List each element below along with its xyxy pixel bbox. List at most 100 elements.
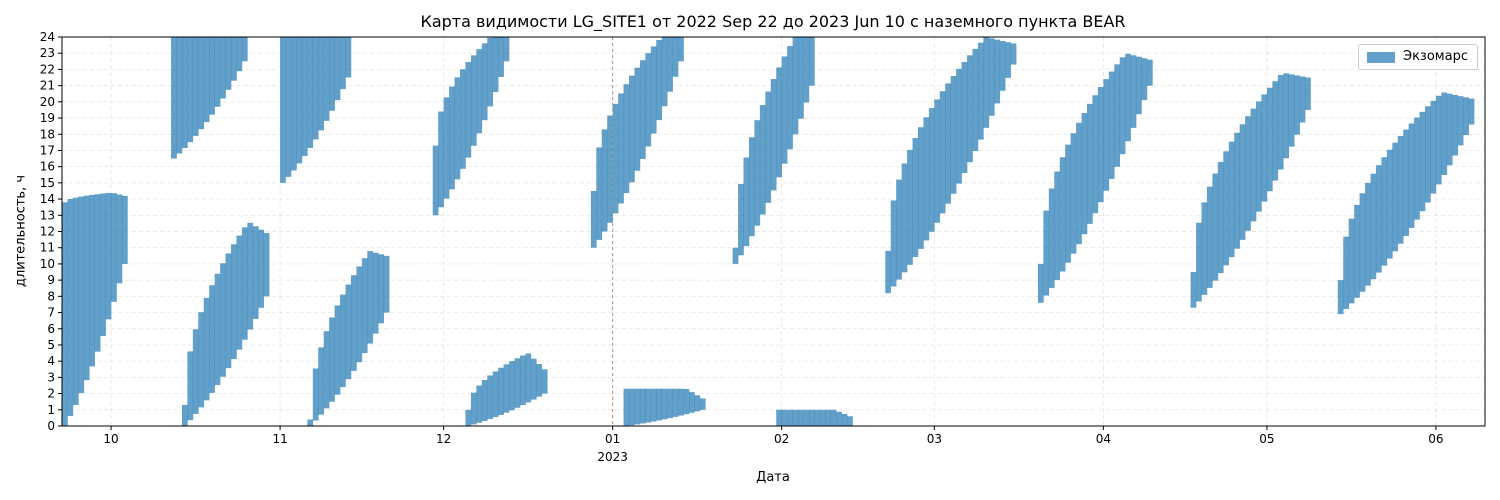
visibility-bar — [1005, 42, 1011, 78]
visibility-bar — [639, 60, 646, 159]
visibility-bar — [792, 409, 799, 426]
visibility-bar — [231, 37, 237, 81]
visibility-bar — [203, 37, 210, 123]
visibility-bar — [83, 195, 90, 381]
visibility-bar — [787, 46, 793, 150]
visibility-bar — [1305, 77, 1311, 110]
visibility-bar — [367, 251, 374, 344]
visibility-bar — [1370, 173, 1377, 280]
visibility-bar — [765, 91, 772, 203]
visibility-bar — [1272, 81, 1279, 181]
visibility-bar — [1408, 123, 1415, 228]
visibility-bar — [329, 317, 335, 402]
visibility-bar — [198, 312, 205, 408]
visibility-bar — [1337, 280, 1344, 315]
visibility-bar — [661, 37, 668, 107]
visibility-bar — [487, 37, 494, 107]
x-tick-label: 02 — [774, 432, 789, 446]
visibility-bar — [748, 137, 755, 237]
visibility-bar — [983, 37, 990, 128]
visibility-bar — [819, 409, 826, 426]
visibility-bar — [808, 37, 815, 86]
visibility-bar — [519, 355, 526, 406]
visibility-bar — [1354, 204, 1360, 298]
visibility-bar — [1234, 132, 1240, 249]
visibility-bar — [340, 37, 346, 90]
visibility-bar — [247, 222, 254, 330]
visibility-bar — [841, 414, 848, 426]
legend-label: Экзомарс — [1403, 49, 1468, 64]
visibility-bar — [634, 388, 641, 425]
visibility-bar — [492, 371, 499, 418]
y-tick-label: 21 — [40, 79, 55, 93]
visibility-bar — [198, 37, 205, 130]
visibility-bar — [1294, 75, 1300, 135]
visibility-bar — [1190, 272, 1197, 308]
visibility-bar — [1081, 113, 1088, 235]
visibility-bar — [678, 37, 684, 62]
visibility-bar — [312, 37, 319, 140]
x-tick-label: 06 — [1428, 432, 1443, 446]
visibility-bar — [503, 364, 510, 413]
visibility-bar — [923, 117, 930, 241]
visibility-bar — [825, 409, 832, 426]
visibility-bar — [688, 392, 695, 413]
visibility-bar — [803, 37, 810, 103]
visibility-bar — [1365, 182, 1371, 286]
visibility-bar — [220, 263, 226, 377]
visibility-bar — [220, 37, 226, 99]
visibility-bar — [503, 37, 510, 62]
visibility-bar — [1266, 87, 1273, 192]
visibility-bar — [781, 409, 788, 426]
visibility-bar — [438, 111, 444, 208]
visibility-bar — [596, 147, 603, 240]
visibility-bar — [296, 37, 303, 164]
visibility-bar — [1261, 94, 1268, 202]
visibility-bar — [667, 37, 673, 92]
visibility-bar — [803, 409, 810, 426]
visibility-bar — [536, 364, 543, 397]
visibility-bar — [770, 79, 777, 191]
visibility-bar — [678, 388, 684, 416]
visibility-bar — [318, 37, 325, 131]
y-tick-label: 18 — [40, 127, 55, 141]
visibility-bar — [116, 194, 123, 284]
legend-swatch — [1367, 52, 1395, 63]
visibility-bar — [1043, 210, 1050, 296]
visibility-bar — [1097, 86, 1104, 203]
visibility-bar — [209, 285, 215, 393]
visibility-bar — [280, 37, 286, 183]
visibility-bar — [1392, 142, 1399, 252]
visibility-bar — [607, 115, 613, 223]
visibility-bar — [1430, 100, 1437, 194]
visibility-bar — [514, 358, 521, 408]
visibility-bar — [590, 190, 597, 248]
visibility-bar — [187, 351, 194, 421]
visibility-bar — [792, 37, 799, 135]
visibility-bar — [601, 129, 608, 232]
visibility-bar — [1136, 56, 1142, 115]
visibility-bar — [1054, 171, 1061, 280]
visibility-bar — [661, 388, 668, 420]
visibility-bar — [808, 409, 815, 426]
visibility-bar — [1419, 111, 1426, 212]
y-tick-label: 14 — [40, 192, 55, 206]
visibility-bar — [176, 37, 183, 154]
x-tick-label: 04 — [1096, 432, 1111, 446]
visibility-bar — [1288, 74, 1295, 147]
visibility-bar — [225, 253, 232, 369]
visibility-bar — [1108, 71, 1115, 179]
visibility-bar — [945, 83, 951, 204]
visibility-bar — [1223, 151, 1230, 266]
x-tick-label: 11 — [272, 432, 287, 446]
visibility-bar — [492, 37, 499, 93]
visibility-bar — [1065, 144, 1071, 263]
visibility-bar — [672, 37, 679, 77]
x-tick-year-label: 2023 — [597, 450, 628, 464]
visibility-bar — [928, 108, 935, 232]
visibility-bar — [476, 385, 483, 423]
visibility-bar — [645, 388, 652, 423]
visibility-bar — [181, 404, 188, 426]
visibility-bar — [977, 42, 984, 140]
visibility-bar — [487, 375, 494, 420]
